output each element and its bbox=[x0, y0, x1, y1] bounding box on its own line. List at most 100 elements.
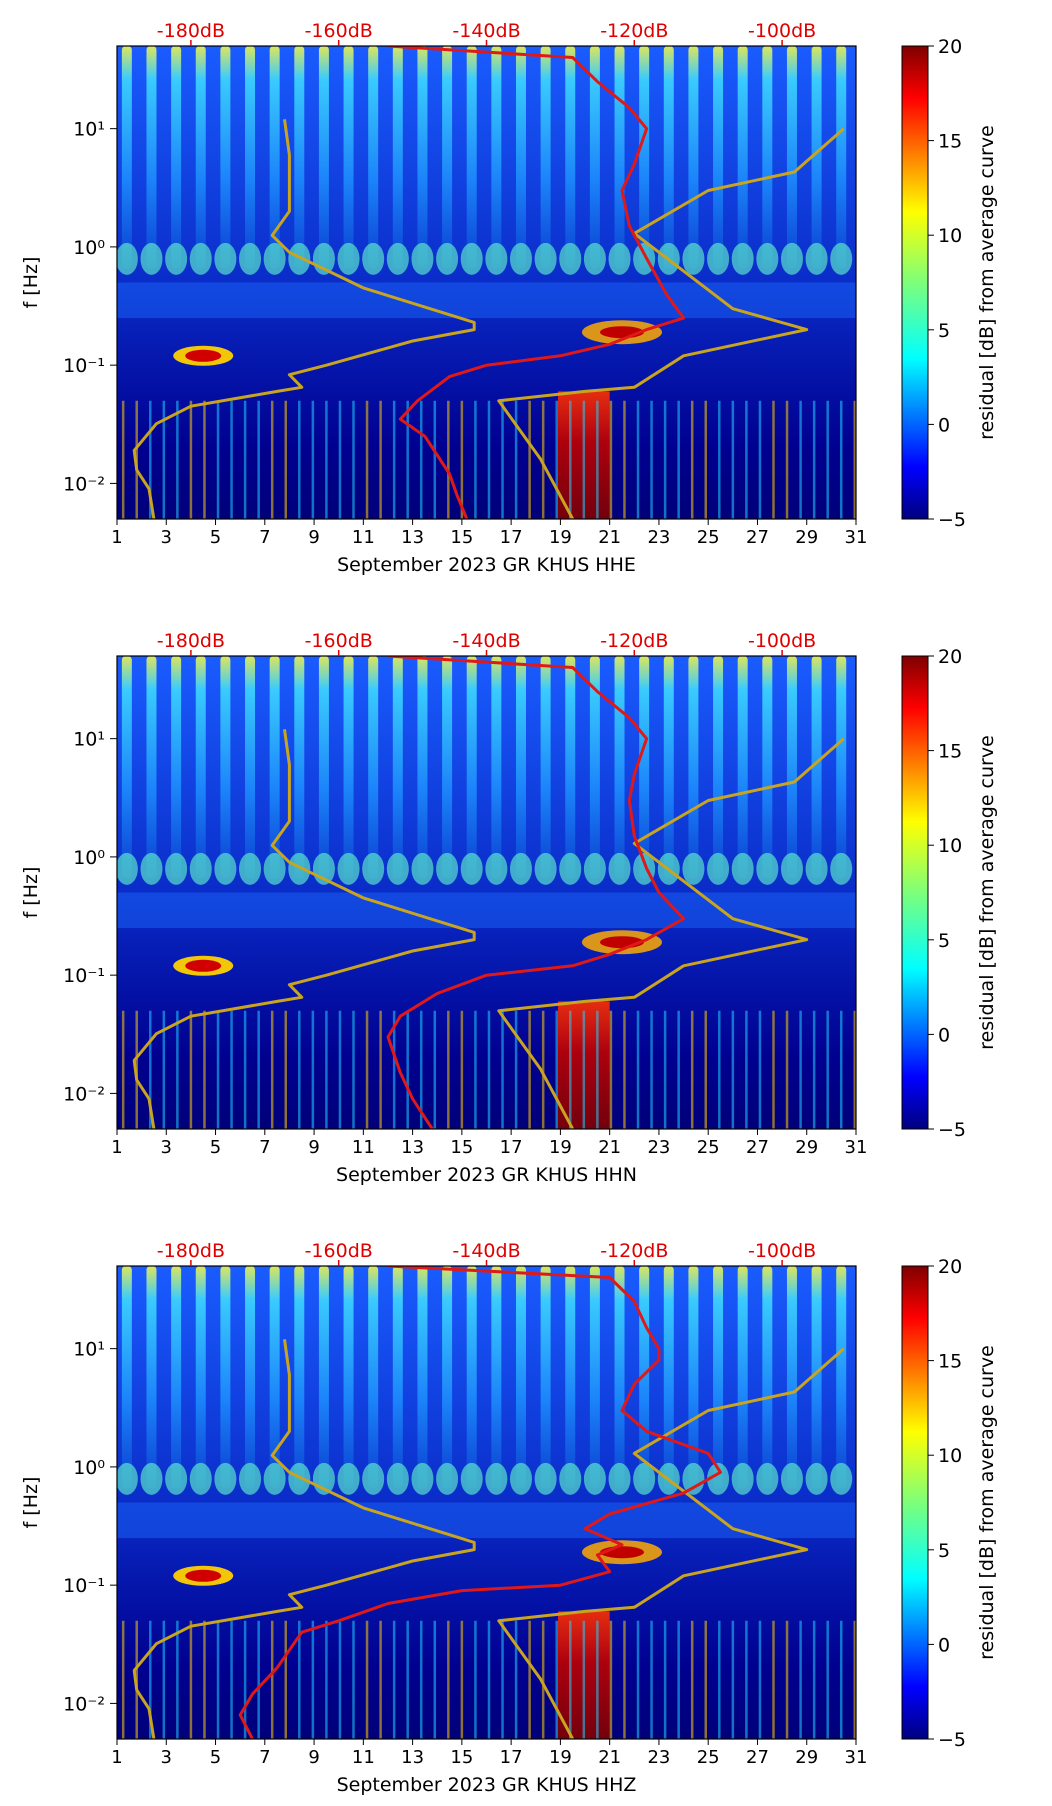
day-blob bbox=[780, 852, 803, 885]
day-stripe bbox=[343, 656, 354, 879]
x-tick-label: 23 bbox=[647, 1747, 670, 1768]
lowfreq-spike bbox=[176, 400, 179, 519]
day-stripe bbox=[417, 656, 428, 879]
storm-core bbox=[185, 349, 222, 362]
lowfreq-spike bbox=[609, 1010, 613, 1129]
day-stripe bbox=[589, 656, 600, 879]
lowfreq-spike bbox=[433, 1620, 437, 1739]
lowfreq-spike bbox=[582, 400, 586, 519]
lowfreq-spike bbox=[230, 400, 233, 519]
day-stripe bbox=[343, 46, 354, 269]
storm-core bbox=[185, 959, 222, 972]
lowfreq-spike bbox=[270, 1010, 274, 1129]
spectrogram bbox=[117, 1266, 856, 1739]
lowfreq-spike bbox=[745, 1010, 748, 1129]
day-stripe bbox=[171, 1266, 182, 1489]
lowfreq-spike bbox=[501, 1620, 504, 1739]
lowfreq-spike bbox=[284, 1010, 288, 1129]
lowfreq-spike bbox=[514, 400, 518, 519]
day-blob bbox=[583, 242, 606, 275]
day-stripe bbox=[811, 46, 822, 269]
lowfreq-spike bbox=[460, 400, 464, 519]
day-stripe bbox=[442, 1266, 453, 1489]
day-blob bbox=[633, 1462, 656, 1495]
lowfreq-spike bbox=[460, 1010, 464, 1129]
lowfreq-spike bbox=[189, 1010, 193, 1129]
lowfreq-spike bbox=[636, 400, 640, 519]
lowfreq-spike bbox=[596, 1620, 599, 1739]
day-stripe bbox=[195, 656, 206, 879]
day-blob bbox=[165, 1462, 188, 1495]
lowfreq-spike bbox=[623, 1010, 626, 1129]
colorbar-tick-label: 0 bbox=[938, 1024, 950, 1046]
lowfreq-spike bbox=[650, 1620, 653, 1739]
day-stripe bbox=[491, 1266, 502, 1489]
day-stripe bbox=[318, 1266, 329, 1489]
lowfreq-spike bbox=[379, 400, 382, 519]
lowfreq-spike bbox=[257, 1010, 260, 1129]
day-blob bbox=[707, 242, 730, 275]
day-stripe bbox=[811, 1266, 822, 1489]
day-stripe bbox=[171, 46, 182, 269]
day-blob bbox=[288, 242, 311, 275]
lowfreq-spike bbox=[812, 400, 816, 519]
lowfreq-spike bbox=[216, 1620, 220, 1739]
day-blob bbox=[189, 1462, 212, 1495]
x-tick-label: 15 bbox=[450, 1137, 473, 1158]
lowfreq-spike bbox=[365, 400, 369, 519]
lowfreq-spike bbox=[772, 400, 775, 519]
day-blob bbox=[583, 1462, 606, 1495]
top-tick-label: -100dB bbox=[748, 1240, 816, 1262]
day-stripe bbox=[565, 656, 576, 879]
day-stripe bbox=[540, 1266, 551, 1489]
day-stripe bbox=[343, 1266, 354, 1489]
lowfreq-spike bbox=[243, 1010, 247, 1129]
x-tick-label: 1 bbox=[111, 1747, 122, 1768]
day-stripe bbox=[786, 656, 797, 879]
colorbar-tick-label: −5 bbox=[938, 1119, 966, 1141]
colorbar-tick-label: 15 bbox=[938, 741, 962, 763]
lowfreq-spike bbox=[392, 1010, 396, 1129]
lowfreq-spike bbox=[406, 400, 409, 519]
x-tick-label: 3 bbox=[161, 527, 172, 548]
lowfreq-spike bbox=[704, 1620, 708, 1739]
y-axis-label: f [Hz] bbox=[20, 257, 42, 309]
day-blob bbox=[756, 242, 779, 275]
y-tick-label: 10⁻¹ bbox=[63, 1575, 105, 1597]
day-stripe bbox=[762, 1266, 773, 1489]
lowfreq-spike bbox=[487, 1010, 491, 1129]
day-stripe bbox=[245, 46, 256, 269]
lowfreq-spike bbox=[541, 1010, 545, 1129]
colorbar-tick-label: 5 bbox=[938, 1540, 950, 1562]
x-tick-label: 9 bbox=[308, 1747, 319, 1768]
lowfreq-spike bbox=[853, 1620, 856, 1739]
day-stripe bbox=[614, 656, 625, 879]
lowfreq-spike bbox=[352, 400, 355, 519]
lowfreq-spike bbox=[162, 1620, 166, 1739]
lowfreq-spike bbox=[745, 400, 748, 519]
x-tick-label: 5 bbox=[210, 1747, 221, 1768]
lowfreq-spike bbox=[216, 1010, 220, 1129]
day-blob bbox=[780, 1462, 803, 1495]
day-stripe bbox=[442, 656, 453, 879]
y-tick-label: 10¹ bbox=[73, 729, 105, 751]
lowfreq-spike bbox=[636, 1010, 640, 1129]
lowfreq-spike bbox=[406, 1620, 409, 1739]
day-stripe bbox=[540, 656, 551, 879]
lowfreq-spike bbox=[839, 400, 843, 519]
lowfreq-spike bbox=[419, 400, 423, 519]
lowfreq-spike bbox=[853, 1010, 856, 1129]
x-tick-label: 17 bbox=[500, 1137, 523, 1158]
y-tick-label: 10⁻¹ bbox=[63, 965, 105, 987]
day-stripe bbox=[417, 1266, 428, 1489]
colorbar-label: residual [dB] from average curve bbox=[976, 125, 998, 440]
day-blob bbox=[583, 852, 606, 885]
day-blob bbox=[534, 1462, 557, 1495]
day-blob bbox=[386, 242, 409, 275]
day-blob bbox=[608, 852, 631, 885]
day-blob bbox=[682, 242, 705, 275]
lowfreq-spike bbox=[149, 400, 152, 519]
day-stripe bbox=[811, 656, 822, 879]
top-tick-label: -180dB bbox=[157, 1240, 225, 1262]
day-stripe bbox=[269, 1266, 280, 1489]
